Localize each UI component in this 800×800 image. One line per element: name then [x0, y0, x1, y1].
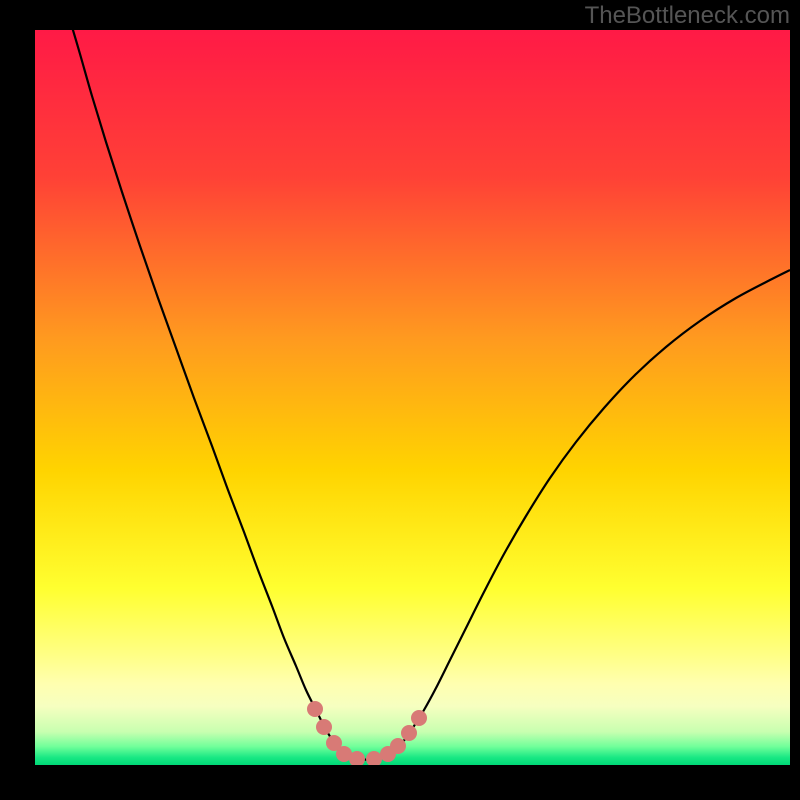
border-left — [0, 0, 35, 800]
chart-svg — [0, 0, 800, 800]
border-bottom — [0, 765, 800, 800]
highlight-dot — [411, 710, 427, 726]
border-right — [790, 0, 800, 800]
highlight-dot — [316, 719, 332, 735]
highlight-dot — [390, 738, 406, 754]
highlight-dot — [366, 751, 382, 767]
gradient-background — [35, 30, 790, 765]
highlight-dot — [349, 751, 365, 767]
watermark-text: TheBottleneck.com — [585, 2, 790, 30]
chart-canvas: TheBottleneck.com — [0, 0, 800, 800]
highlight-dot — [401, 725, 417, 741]
highlight-dot — [307, 701, 323, 717]
